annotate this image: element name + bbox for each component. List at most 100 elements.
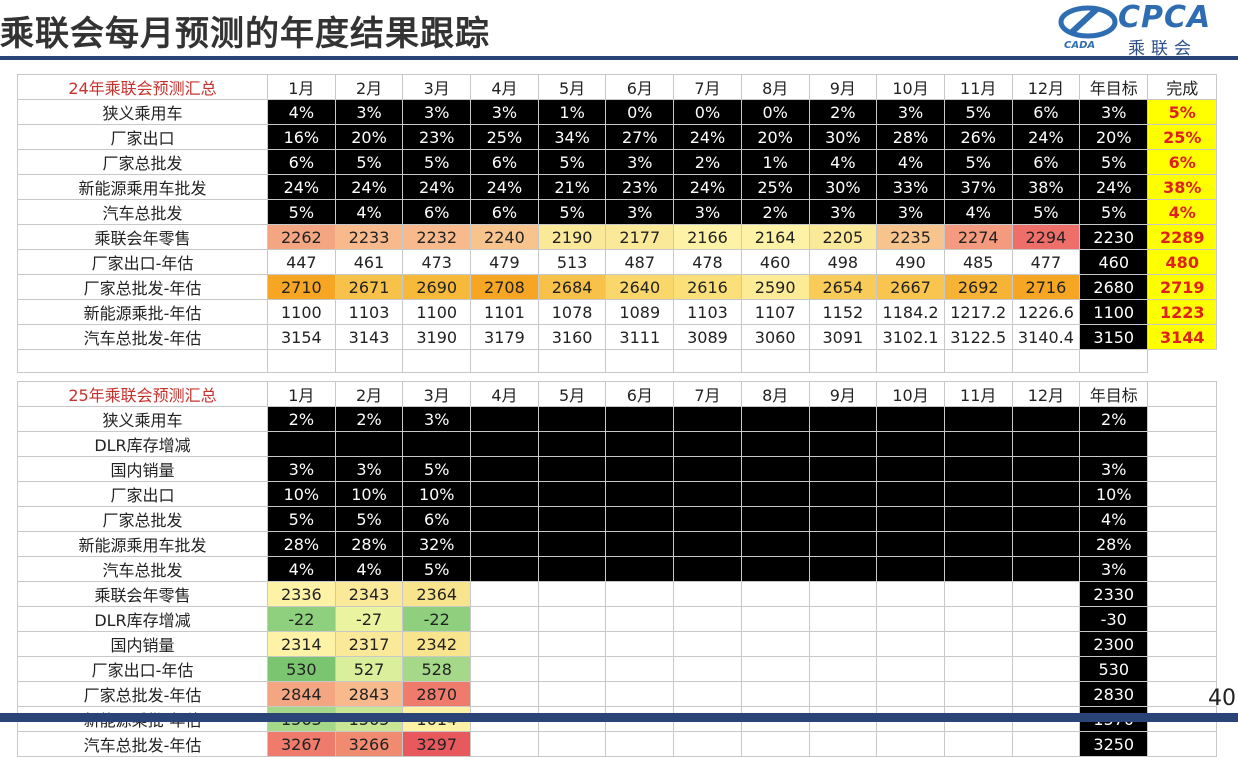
row-label: 汽车总批发 xyxy=(17,199,268,225)
value-cell: 3% xyxy=(876,99,945,125)
value-cell xyxy=(537,731,607,757)
empty-cell xyxy=(1147,606,1218,632)
value-cell: 6% xyxy=(470,149,539,175)
value-cell: 2640 xyxy=(605,274,675,300)
table-row: 厂家出口-年估 447 461 473 479 513 487 478 460 498 490 485… xyxy=(17,249,1218,275)
value-cell xyxy=(470,731,539,757)
empty-cell xyxy=(1147,381,1218,407)
year-target-cell: 3% xyxy=(1079,556,1149,582)
page-title: 乘联会每月预测的年度结果跟踪 xyxy=(0,14,490,54)
value-cell xyxy=(673,681,742,707)
value-cell: 23% xyxy=(402,124,472,150)
value-cell xyxy=(876,481,945,507)
value-cell: 0% xyxy=(673,99,742,125)
value-cell: 5% xyxy=(943,149,1013,175)
empty-cell xyxy=(1147,631,1218,657)
value-cell xyxy=(673,506,742,532)
value-cell xyxy=(537,456,607,482)
value-cell xyxy=(673,556,742,582)
value-cell: 3% xyxy=(808,199,878,225)
table-row: 新能源乘用车批发 24% 24% 24% 24% 21% 23% 24% 25% 30% 33% 37… xyxy=(17,174,1218,200)
value-cell: 1184.2 xyxy=(876,299,945,325)
value-cell xyxy=(943,431,1013,457)
value-cell: 4% xyxy=(808,149,878,175)
value-cell: 490 xyxy=(876,249,945,275)
month-header: 11月 xyxy=(943,74,1013,100)
value-cell xyxy=(943,506,1013,532)
value-cell: 3122.5 xyxy=(943,324,1013,350)
table-row: 狭义乘用车 2% 2% 3% 2% xyxy=(17,406,1218,432)
row-label: 厂家总批发-年估 xyxy=(17,274,268,300)
value-cell xyxy=(943,631,1013,657)
value-cell: 0% xyxy=(605,99,675,125)
row-label: 新能源乘用车批发 xyxy=(17,531,268,557)
month-header: 11月 xyxy=(943,381,1013,407)
value-cell: 5% xyxy=(334,506,404,532)
value-cell: 3% xyxy=(605,199,675,225)
value-cell: 2235 xyxy=(876,224,945,250)
empty-cell xyxy=(1147,406,1218,432)
value-cell: 1100 xyxy=(402,299,472,325)
value-cell xyxy=(808,406,878,432)
table2025-title: 25年乘联会预测汇总 xyxy=(17,381,268,407)
value-cell xyxy=(673,481,742,507)
month-header: 10月 xyxy=(876,381,945,407)
value-cell: 2654 xyxy=(808,274,878,300)
value-cell xyxy=(1011,606,1081,632)
year-target-cell: 20% xyxy=(1079,124,1149,150)
row-label: 乘联会年零售 xyxy=(17,581,268,607)
value-cell: 34% xyxy=(537,124,607,150)
table-row: 厂家总批发-年估 2844 2843 2870 2830 xyxy=(17,681,1218,707)
value-cell: 2232 xyxy=(402,224,472,250)
done-cell: 25% xyxy=(1147,124,1218,150)
value-cell: 30% xyxy=(808,174,878,200)
value-cell: 6% xyxy=(402,199,472,225)
value-cell: 3102.1 xyxy=(876,324,945,350)
logo-small-text: CADA xyxy=(1064,40,1096,51)
value-cell: 28% xyxy=(334,531,404,557)
value-cell: 2843 xyxy=(334,681,404,707)
value-cell xyxy=(876,506,945,532)
value-cell: 3111 xyxy=(605,324,675,350)
table-row: 乘联会年零售 2262 2233 2232 2240 2190 2177 2166 2164 22… xyxy=(17,224,1218,250)
value-cell: 25% xyxy=(470,124,539,150)
value-cell: 3% xyxy=(267,456,336,482)
value-cell: 2844 xyxy=(267,681,336,707)
value-cell xyxy=(1011,431,1081,457)
value-cell xyxy=(1011,731,1081,757)
value-cell: 10% xyxy=(334,481,404,507)
year-target-cell: 5% xyxy=(1079,199,1149,225)
value-cell: 2294 xyxy=(1011,224,1081,250)
value-cell xyxy=(740,681,810,707)
year-target-cell: 28% xyxy=(1079,531,1149,557)
value-cell xyxy=(605,581,675,607)
value-cell: 4% xyxy=(943,199,1013,225)
value-cell: 3% xyxy=(334,456,404,482)
value-cell xyxy=(808,631,878,657)
empty-cell xyxy=(1147,431,1218,457)
value-cell: 3% xyxy=(470,99,539,125)
value-cell: 1078 xyxy=(537,299,607,325)
value-cell xyxy=(740,481,810,507)
cpca-logo: CADA CPCA 乘联会 xyxy=(1048,0,1238,59)
value-cell: 6% xyxy=(1011,99,1081,125)
row-label: DLR库存增减 xyxy=(17,606,268,632)
value-cell xyxy=(808,581,878,607)
value-cell: 2177 xyxy=(605,224,675,250)
value-cell xyxy=(537,656,607,682)
value-cell xyxy=(876,456,945,482)
value-cell: 513 xyxy=(537,249,607,275)
value-cell: 487 xyxy=(605,249,675,275)
value-cell: 460 xyxy=(740,249,810,275)
value-cell: 2684 xyxy=(537,274,607,300)
value-cell xyxy=(605,531,675,557)
value-cell xyxy=(673,731,742,757)
value-cell xyxy=(740,556,810,582)
year-target-cell: 2830 xyxy=(1079,681,1149,707)
row-label: 汽车总批发-年估 xyxy=(17,731,268,757)
value-cell xyxy=(1011,481,1081,507)
value-cell: 2314 xyxy=(267,631,336,657)
row-label: 狭义乘用车 xyxy=(17,99,268,125)
value-cell xyxy=(808,556,878,582)
value-cell: 3091 xyxy=(808,324,878,350)
